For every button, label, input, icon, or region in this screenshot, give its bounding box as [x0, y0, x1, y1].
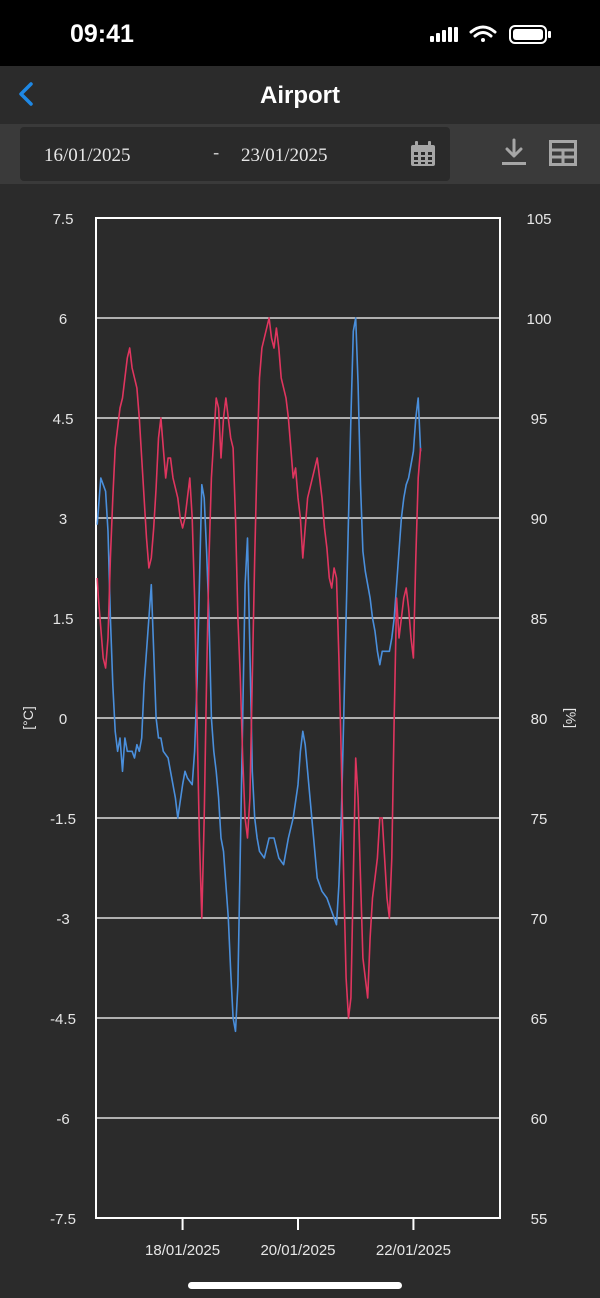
y-tick-label-left: 0	[59, 711, 67, 728]
date-to[interactable]: 23/01/2025	[241, 145, 328, 166]
humidity-series-line	[96, 317, 422, 1019]
y-axis-label-right: [%]	[563, 708, 579, 728]
y-tick-label-right: 55	[531, 1211, 548, 1228]
nav-bar: Airport	[0, 66, 600, 124]
calendar-icon[interactable]	[410, 141, 436, 167]
temperature-series-line	[96, 317, 422, 1033]
y-tick-label-right: 65	[531, 1011, 548, 1028]
y-tick-label-left: -7.5	[50, 1211, 76, 1228]
status-time: 09:41	[70, 20, 134, 48]
date-range-picker[interactable]: 16/01/2025 - 23/01/2025	[20, 127, 450, 181]
table-icon[interactable]	[549, 140, 577, 166]
y-tick-label-right: 70	[531, 911, 548, 928]
chevron-left-icon	[19, 82, 33, 106]
x-tick-label: 20/01/2025	[260, 1242, 335, 1259]
y-tick-label-left: -1.5	[50, 811, 76, 828]
back-button[interactable]	[10, 76, 46, 112]
y-tick-label-right: 105	[526, 211, 551, 228]
y-tick-label-right: 95	[531, 411, 548, 428]
x-tick-label: 18/01/2025	[145, 1242, 220, 1259]
y-tick-label-left: 3	[59, 511, 67, 528]
y-tick-label-left: 6	[59, 311, 67, 328]
cellular-signal-icon	[430, 27, 458, 42]
y-tick-label-right: 100	[526, 311, 551, 328]
chart-area: 7.5 6 4.5 3 1.5 0 -1.5 -3 -4.5 -6 -7.5 105 100 95 90 85…	[0, 184, 600, 1268]
y-tick-label-left: 4.5	[53, 411, 74, 428]
download-icon[interactable]	[500, 138, 528, 168]
toolbar: 16/01/2025 - 23/01/2025	[0, 124, 600, 184]
page-title: Airport	[260, 82, 340, 109]
y-tick-label-left: 1.5	[53, 611, 74, 628]
y-tick-label-right: 75	[531, 811, 548, 828]
y-tick-label-left: 7.5	[53, 211, 74, 228]
y-tick-label-left: -6	[56, 1111, 69, 1128]
y-tick-label-right: 90	[531, 511, 548, 528]
battery-icon	[509, 25, 551, 44]
y-tick-label-right: 60	[531, 1111, 548, 1128]
date-from[interactable]: 16/01/2025	[44, 145, 131, 166]
y-tick-label-left: -4.5	[50, 1011, 76, 1028]
wifi-icon	[469, 25, 497, 42]
y-tick-label-right: 85	[531, 611, 548, 628]
status-bar: 09:41	[0, 0, 600, 66]
y-tick-label-right: 80	[531, 711, 548, 728]
home-indicator[interactable]	[188, 1282, 402, 1289]
status-icons	[430, 25, 551, 44]
date-separator: -	[213, 143, 220, 164]
line-chart: 7.5 6 4.5 3 1.5 0 -1.5 -3 -4.5 -6 -7.5 105 100 95 90 85…	[20, 211, 579, 1259]
y-axis-label-left: [°C]	[20, 706, 36, 730]
x-tick-label: 22/01/2025	[376, 1242, 451, 1259]
y-tick-label-left: -3	[56, 911, 69, 928]
